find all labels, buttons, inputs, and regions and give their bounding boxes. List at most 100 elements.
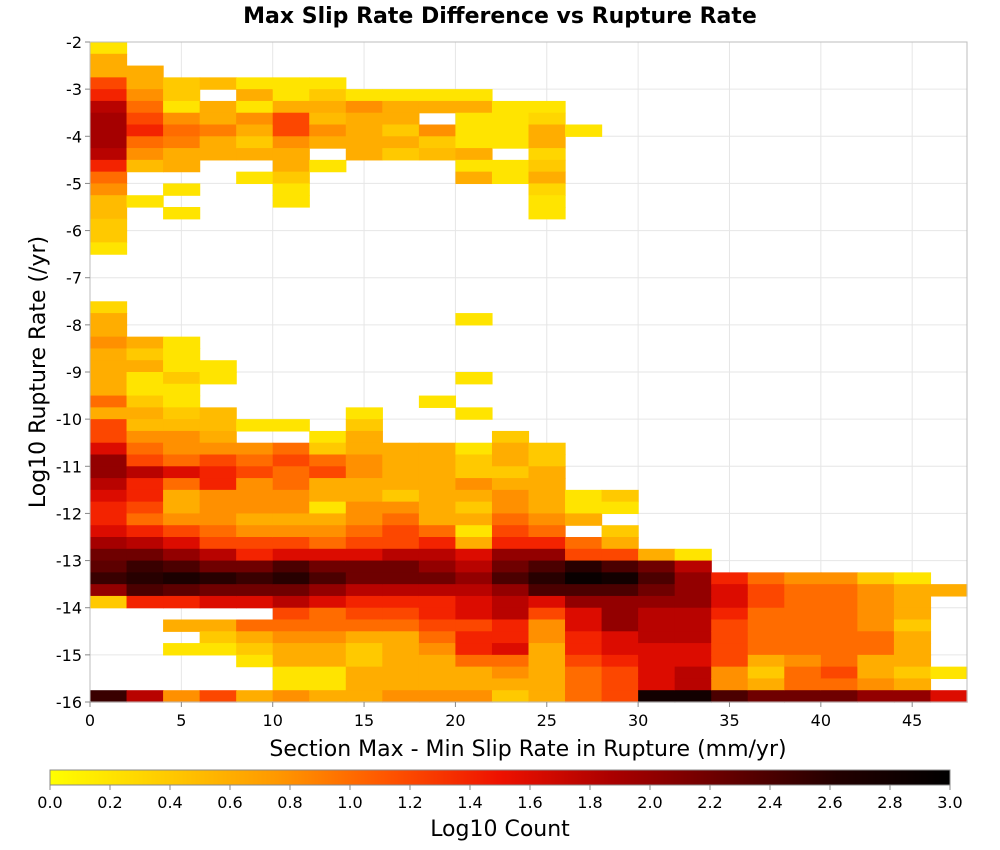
heatmap-cell (273, 172, 310, 184)
heatmap-cell (382, 620, 419, 632)
heatmap-cell (419, 631, 456, 643)
x-tick-label: 35 (719, 711, 739, 730)
heatmap-cell (382, 148, 419, 160)
heatmap-cell (382, 631, 419, 643)
heatmap-cell (90, 54, 127, 66)
heatmap-cell (784, 584, 821, 596)
colorbar-tick-label: 1.8 (577, 793, 602, 812)
heatmap-cell (455, 160, 492, 172)
heatmap-cell (894, 631, 931, 643)
heatmap-cell (821, 667, 858, 679)
heatmap-cell (529, 478, 566, 490)
heatmap-cell (748, 608, 785, 620)
heatmap-cell (529, 608, 566, 620)
heatmap-cell (127, 443, 164, 455)
heatmap-cell (309, 655, 346, 667)
heatmap-cell (602, 620, 639, 632)
heatmap-cell (419, 596, 456, 608)
y-axis-ticks: -2-3-4-5-6-7-8-9-10-11-12-13-14-15-16 (56, 33, 90, 712)
heatmap-cell (236, 549, 273, 561)
heatmap-cell (455, 643, 492, 655)
heatmap-cell (382, 584, 419, 596)
heatmap-cell (455, 466, 492, 478)
heatmap-cell (492, 596, 529, 608)
y-axis-label: Log10 Rupture Rate (/yr) (26, 236, 51, 508)
heatmap-cell (419, 678, 456, 690)
heatmap-cell (455, 678, 492, 690)
heatmap-cell (346, 490, 383, 502)
heatmap-cell (711, 608, 748, 620)
heatmap-cell (565, 561, 602, 573)
heatmap-cell (90, 313, 127, 325)
heatmap-cell (90, 407, 127, 419)
heatmap-cell (455, 101, 492, 113)
heatmap-cell (90, 337, 127, 349)
heatmap-cell (638, 572, 675, 584)
heatmap-cell (711, 667, 748, 679)
heatmap-cell (236, 148, 273, 160)
heatmap-cell (309, 125, 346, 137)
heatmap-cell (236, 690, 273, 702)
heatmap-cell (346, 455, 383, 467)
heatmap-cell (748, 620, 785, 632)
heatmap-cell (163, 183, 200, 195)
heatmap-cell (127, 690, 164, 702)
heatmap-cell (309, 537, 346, 549)
heatmap-cell (90, 455, 127, 467)
heatmap-cell (492, 513, 529, 525)
heatmap-cell (273, 160, 310, 172)
x-tick-label: 25 (537, 711, 557, 730)
heatmap-cell (127, 396, 164, 408)
heatmap-cell (857, 584, 894, 596)
heatmap-cell (346, 513, 383, 525)
heatmap-cell (90, 160, 127, 172)
heatmap-cell (200, 372, 237, 384)
heatmap-cell (309, 502, 346, 514)
heatmap-cell (419, 136, 456, 148)
heatmap-cell (455, 667, 492, 679)
heatmap-cell (382, 678, 419, 690)
heatmap-cell (857, 690, 894, 702)
heatmap-cell (309, 561, 346, 573)
heatmap-cell (857, 631, 894, 643)
heatmap-cell (236, 419, 273, 431)
heatmap-cell (236, 172, 273, 184)
heatmap-cell (163, 77, 200, 89)
colorbar-tick-label: 2.8 (877, 793, 902, 812)
heatmap-cell (346, 549, 383, 561)
heatmap-cell (382, 113, 419, 125)
heatmap-cell (200, 549, 237, 561)
heatmap-cell (492, 525, 529, 537)
heatmap-cell (565, 490, 602, 502)
heatmap-cell (894, 572, 931, 584)
heatmap-cell (200, 490, 237, 502)
heatmap-cell (90, 77, 127, 89)
heatmap-cell (529, 455, 566, 467)
heatmap-cell (200, 407, 237, 419)
heatmap-cell (127, 160, 164, 172)
heatmap-cell (163, 160, 200, 172)
heatmap-cell (163, 478, 200, 490)
heatmap-cell (273, 690, 310, 702)
heatmap-cell (492, 490, 529, 502)
heatmap-cell (492, 101, 529, 113)
heatmap-cell (821, 620, 858, 632)
heatmap-cell (382, 136, 419, 148)
heatmap-cell (127, 478, 164, 490)
heatmap-cell (529, 631, 566, 643)
y-tick-label: -15 (56, 646, 82, 665)
colorbar-label: Log10 Count (430, 817, 570, 842)
heatmap-cell (273, 655, 310, 667)
heatmap-cell (200, 148, 237, 160)
heatmap-cell (492, 620, 529, 632)
heatmap-cell (163, 101, 200, 113)
heatmap-cell (748, 584, 785, 596)
heatmap-cell (382, 549, 419, 561)
heatmap-cell (419, 584, 456, 596)
heatmap-cell (90, 466, 127, 478)
heatmap-cell (236, 455, 273, 467)
colorbar-tick-label: 0.4 (157, 793, 182, 812)
heatmap-cell (711, 584, 748, 596)
heatmap-cell (90, 537, 127, 549)
heatmap-cell (90, 89, 127, 101)
